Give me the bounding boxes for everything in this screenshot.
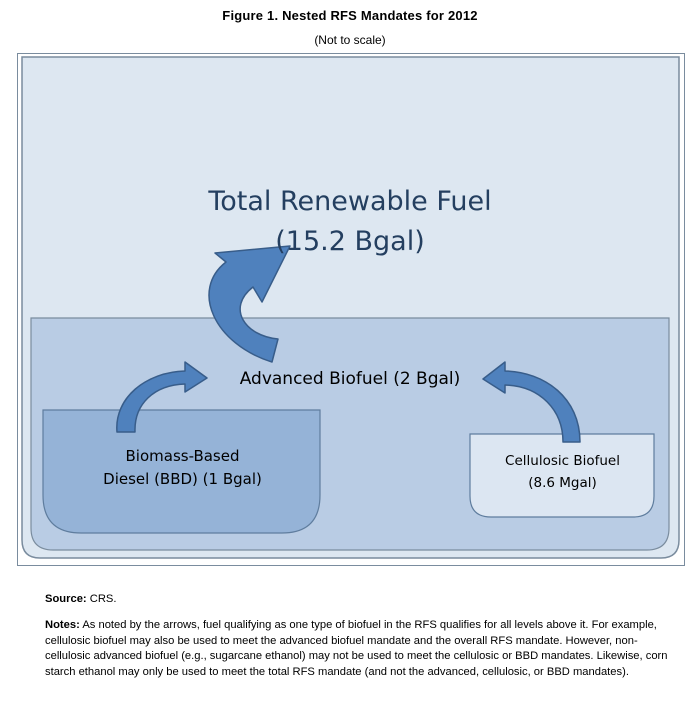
bbd-container (42, 409, 321, 534)
source-text: CRS. (89, 593, 117, 605)
advanced-biofuel-label: Advanced Biofuel (2 Bgal) (239, 369, 461, 389)
cellulosic-to-advanced-arrow (482, 361, 581, 443)
notes-text: As noted by the arrows, fuel qualifying … (45, 619, 668, 678)
source-label: Source: (45, 593, 87, 605)
cellulosic-container (469, 433, 655, 518)
total-renewable-fuel-label: Total Renewable Fuel (15.2 Bgal) (150, 182, 550, 262)
cellulosic-label: Cellulosic Biofuel (8.6 Mgal) (470, 450, 655, 494)
advanced-to-total-arrow (208, 245, 291, 363)
notes-label: Notes: (45, 619, 80, 631)
bbd-label-line1: Biomass-Based (125, 447, 240, 465)
bbd-to-advanced-arrow (116, 361, 208, 433)
bbd-label: Biomass-Based Diesel (BBD) (1 Bgal) (45, 445, 320, 491)
cellulosic-label-line1: Cellulosic Biofuel (505, 453, 620, 469)
total-renewable-fuel-name: Total Renewable Fuel (208, 186, 492, 217)
bbd-label-line2: Diesel (BBD) (1 Bgal) (103, 470, 262, 488)
figure-subtitle: (Not to scale) (314, 33, 386, 47)
notes: Notes: As noted by the arrows, fuel qual… (45, 618, 670, 680)
figure-title: Figure 1. Nested RFS Mandates for 2012 (222, 8, 478, 23)
source-note: Source: CRS. (45, 593, 117, 605)
total-renewable-fuel-amount: (15.2 Bgal) (275, 226, 425, 257)
cellulosic-label-line2: (8.6 Mgal) (528, 475, 597, 491)
